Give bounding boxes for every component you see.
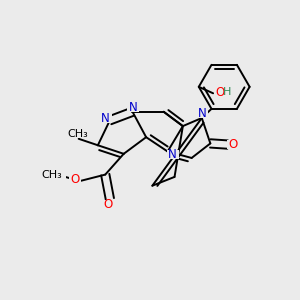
Text: N: N: [101, 112, 110, 125]
FancyBboxPatch shape: [167, 150, 179, 159]
FancyBboxPatch shape: [214, 88, 226, 97]
FancyBboxPatch shape: [127, 103, 139, 112]
Text: CH₃: CH₃: [67, 129, 88, 139]
Text: N: N: [129, 100, 137, 114]
Text: H: H: [223, 87, 231, 97]
FancyBboxPatch shape: [196, 109, 208, 118]
Text: N: N: [168, 148, 177, 161]
FancyBboxPatch shape: [221, 88, 233, 97]
Text: O: O: [229, 138, 238, 151]
FancyBboxPatch shape: [227, 140, 239, 149]
FancyBboxPatch shape: [39, 171, 65, 180]
Text: O: O: [215, 86, 224, 99]
FancyBboxPatch shape: [102, 200, 114, 209]
FancyBboxPatch shape: [64, 129, 91, 138]
Text: O: O: [70, 173, 80, 186]
Text: N: N: [198, 107, 207, 120]
FancyBboxPatch shape: [100, 114, 112, 123]
FancyBboxPatch shape: [69, 176, 81, 184]
Text: CH₃: CH₃: [42, 170, 62, 180]
Text: O: O: [103, 198, 112, 211]
